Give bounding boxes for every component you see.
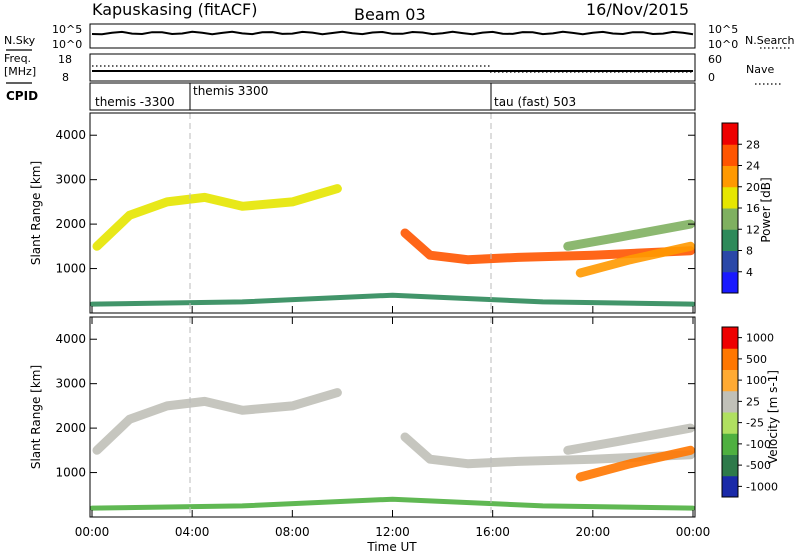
cpid-segment-2: themis 3300 xyxy=(193,84,268,98)
power-echoes xyxy=(89,184,696,307)
colorbar-frame xyxy=(721,326,739,498)
colorbar-tick-label: 12 xyxy=(746,223,760,236)
beam-title: Beam 03 xyxy=(354,5,426,24)
cpid-segment-3: tau (fast) 503 xyxy=(494,95,576,109)
echo-band xyxy=(563,219,695,251)
noise-right-tick-bottom: 10^0 xyxy=(708,38,738,51)
echo-band xyxy=(89,292,696,307)
cpid-segment-1: themis -3300 xyxy=(95,95,175,109)
xtick-label: 20:00 xyxy=(576,525,611,539)
colorbar-cell xyxy=(722,208,738,230)
ytick-label: 2000 xyxy=(55,421,86,435)
xtick-label: 04:00 xyxy=(175,525,210,539)
colorbar-tick-label: 1000 xyxy=(746,332,774,345)
freq-left-tick-bottom: 8 xyxy=(62,71,69,84)
xtick-label: 00:00 xyxy=(676,525,711,539)
ytick-label: 4000 xyxy=(55,128,86,142)
velocity-colorbar-label: Velocity [m s-1] xyxy=(766,370,780,464)
xtick-label: 16:00 xyxy=(475,525,510,539)
ytick-label: 1000 xyxy=(55,262,86,276)
colorbar-tick-label: 500 xyxy=(746,353,767,366)
ytick-label: 3000 xyxy=(55,377,86,391)
colorbar-tick-label: 100 xyxy=(746,374,767,387)
noise-left-tick-bottom: 10^0 xyxy=(52,38,82,51)
freq-label-line2: [MHz] xyxy=(4,65,36,78)
colorbar-tick-label: -100 xyxy=(746,438,771,451)
ytick-label: 2000 xyxy=(55,217,86,231)
velocity-ylabel: Slant Range [km] xyxy=(29,365,43,469)
echo-band xyxy=(89,496,696,511)
colorbar-tick-label: -500 xyxy=(746,459,771,472)
noise-left-tick-top: 10^5 xyxy=(52,23,82,36)
freq-right-tick-top: 60 xyxy=(708,53,722,66)
colorbar-cell xyxy=(722,454,738,477)
colorbar-cell xyxy=(722,250,738,273)
colorbar-cell xyxy=(722,123,738,145)
power-panel: 1000 2000 3000 4000 Slant Range [km] 28 24 20… xyxy=(29,112,773,314)
freq-label-line1: Freq. xyxy=(4,52,31,65)
x-axis: 00:00 04:00 08:00 12:00 16:00 20:00 00:00 xyxy=(75,306,711,539)
colorbar-tick-label: 25 xyxy=(746,395,760,408)
colorbar-tick-label: 20 xyxy=(746,181,760,194)
colorbar-tick-label: 8 xyxy=(746,245,753,258)
colorbar-cell xyxy=(722,144,738,166)
power-colorbar-label: Power [dB] xyxy=(759,177,773,242)
echo-band xyxy=(563,423,695,455)
power-ylabel: Slant Range [km] xyxy=(29,161,43,265)
velocity-panel: 1000 2000 3000 4000 Slant Range [km] 1000 50… xyxy=(29,316,780,518)
freq-panel: Freq. [MHz] 18 8 60 0 Nave xyxy=(4,52,782,85)
echo-band xyxy=(400,432,695,469)
power-colorbar: 28 24 20 16 12 8 4 xyxy=(721,122,760,294)
colorbar-cell xyxy=(722,412,738,434)
xtick-label: 00:00 xyxy=(75,525,110,539)
colorbar-cell xyxy=(722,165,738,188)
cpid-panel: CPID themis -3300 themis 3300 tau (fast)… xyxy=(6,82,696,111)
freq-left-tick-top: 18 xyxy=(58,53,72,66)
xtick-label: 12:00 xyxy=(375,525,410,539)
ytick-label: 4000 xyxy=(55,332,86,346)
colorbar-cell xyxy=(722,369,738,392)
colorbar-cell xyxy=(722,390,738,413)
colorbar-tick-label: -1000 xyxy=(746,480,778,493)
colorbar-cell xyxy=(722,475,738,498)
colorbar-tick-label: 24 xyxy=(746,160,760,173)
nsearch-label: N.Search xyxy=(745,34,795,47)
colorbar-cell xyxy=(722,229,738,251)
echo-band xyxy=(92,388,342,455)
colorbar-cell xyxy=(722,271,738,294)
noise-panel: N.Sky N.Search 10^5 10^0 10^5 10^0 xyxy=(4,23,795,51)
echo-band xyxy=(92,184,342,251)
cpid-label: CPID xyxy=(6,89,38,103)
x-axis-label: Time UT xyxy=(366,540,417,554)
colorbar-cell xyxy=(722,433,738,455)
velocity-colorbar: 1000 500 100 25 -25 -100 -500 -1000 xyxy=(721,326,778,498)
colorbar-tick-label: 4 xyxy=(746,266,753,279)
station-title: Kapuskasing (fitACF) xyxy=(92,0,257,19)
date-title: 16/Nov/2015 xyxy=(586,0,689,19)
colorbar-tick-label: -25 xyxy=(746,417,764,430)
colorbar-tick-label: 16 xyxy=(746,202,760,215)
nsky-label: N.Sky xyxy=(4,34,36,47)
freq-right-tick-bottom: 0 xyxy=(708,71,715,84)
ytick-label: 1000 xyxy=(55,466,86,480)
echo-band xyxy=(575,241,695,278)
colorbar-tick-label: 28 xyxy=(746,138,760,151)
colorbar-cell xyxy=(722,348,738,370)
colorbar-cell xyxy=(722,327,738,349)
velocity-echoes xyxy=(89,388,696,511)
noise-trace xyxy=(91,30,694,36)
echo-band xyxy=(575,445,695,482)
noise-right-tick-top: 10^5 xyxy=(708,23,738,36)
ytick-label: 3000 xyxy=(55,173,86,187)
colorbar-cell xyxy=(722,186,738,209)
nave-label: Nave xyxy=(746,63,774,76)
xtick-label: 08:00 xyxy=(275,525,310,539)
echo-band xyxy=(400,228,695,265)
